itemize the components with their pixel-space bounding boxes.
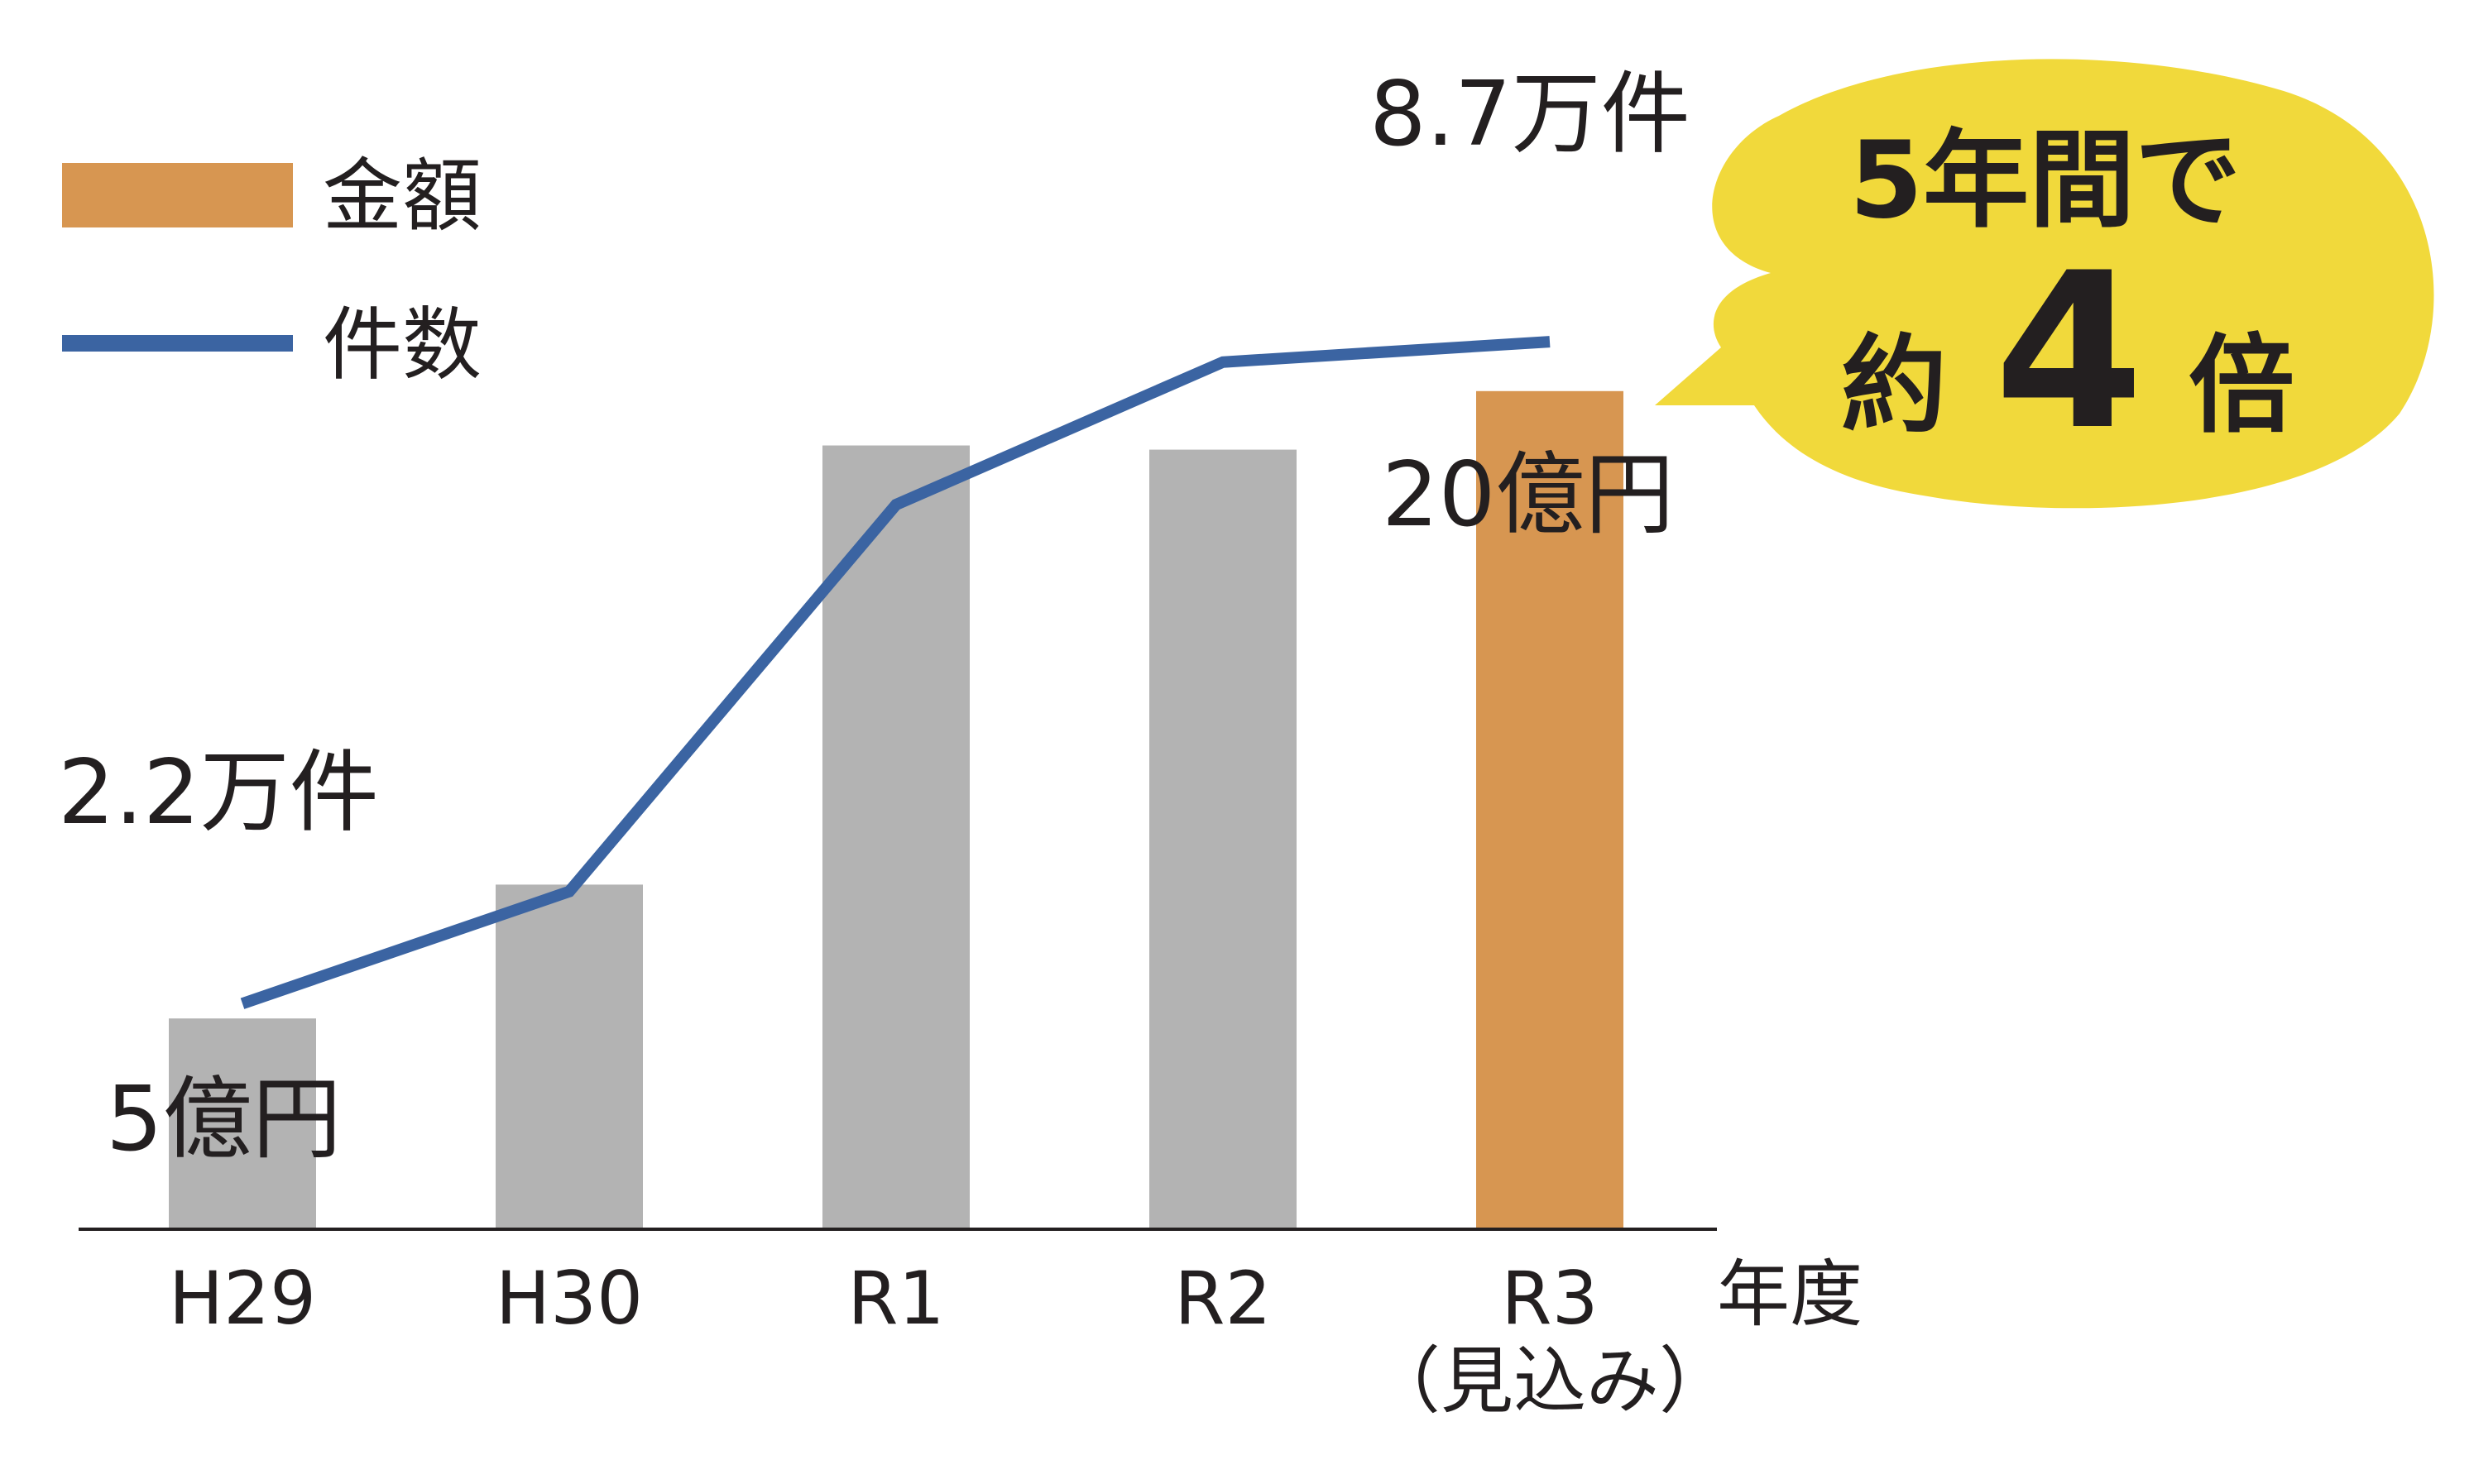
x-tick-labels: H29 H30 R1 R2 R3（見込み） (169, 1256, 1732, 1424)
x-tick-label-r1: R1 (847, 1256, 944, 1341)
x-tick-note-r3: （見込み） (1368, 1338, 1732, 1424)
callout-prefix: 約 (1841, 324, 1947, 448)
callout-line1: 5年間で (1849, 119, 2241, 242)
callout-number: 4 (1994, 227, 2144, 477)
bar-h30 (496, 884, 643, 1228)
legend: 金額 件数 (62, 150, 482, 391)
legend-label-count: 件数 (323, 299, 482, 391)
annotation-first-bar: 5億円 (106, 1068, 342, 1171)
x-axis-unit-label: 年度 (1717, 1252, 1863, 1337)
bar-r2 (1149, 449, 1297, 1228)
bar-r1 (822, 445, 970, 1228)
line-group (240, 336, 1551, 1009)
annotation-first-line: 2.2万件 (58, 741, 379, 845)
annotation-last-bar: 20億円 (1382, 443, 1674, 547)
callout-shape (1655, 59, 2434, 509)
x-tick-label-r3: R3 (1501, 1256, 1598, 1341)
legend-swatch-bar (62, 163, 293, 227)
bar-r3 (1476, 390, 1623, 1228)
legend-swatch-line (62, 335, 293, 352)
callout-suffix: 倍 (2189, 324, 2294, 448)
legend-label-amount: 金額 (323, 150, 482, 242)
bar-group (169, 390, 1623, 1228)
callout-bubble: 5年間で 約 4 倍 (1655, 59, 2434, 509)
annotation-last-line: 8.7万件 (1369, 63, 1690, 166)
line-series-count (240, 336, 1551, 1009)
bar-h29 (169, 1018, 316, 1228)
x-tick-label-h29: H29 (169, 1256, 316, 1341)
x-tick-label-h30: H30 (496, 1256, 643, 1341)
x-tick-label-r2: R2 (1174, 1256, 1271, 1341)
